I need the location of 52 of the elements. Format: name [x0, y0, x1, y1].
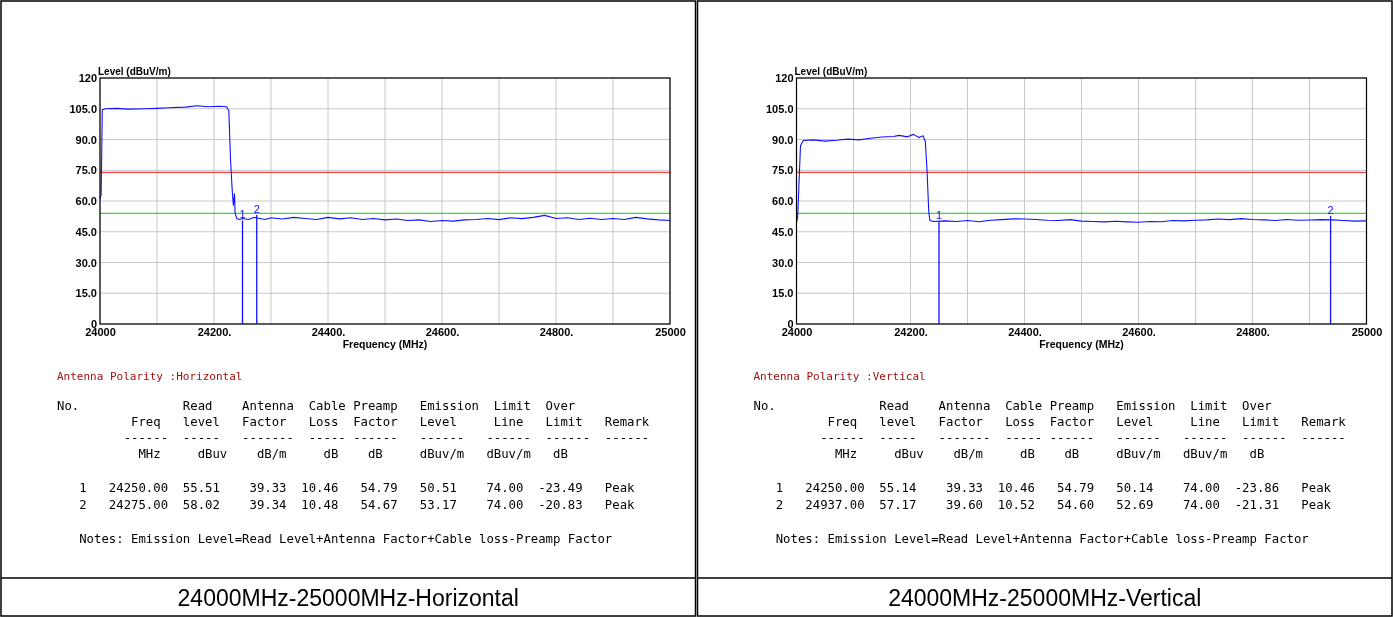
y-axis-title: Level (dBuV/m) — [98, 66, 171, 77]
text: No. Read Antenna Cable Preamp Emission Limit Over — [57, 399, 576, 413]
x-tick-label: 24800. — [539, 325, 574, 338]
y-tick-label: 90.0 — [75, 133, 97, 146]
x-tick-label: 24800. — [1236, 325, 1270, 338]
text: Antenna Polarity :Vertical — [753, 370, 926, 383]
annotation: 2 — [1327, 203, 1334, 216]
text: 1 24250.00 55.51 39.33 10.46 54.79 50.51 74.00 -23.49 Peak — [57, 481, 636, 495]
y-tick-label: 30.0 — [772, 256, 794, 269]
x-tick-label: 25000 — [1351, 325, 1383, 338]
y-tick-label: 45.0 — [75, 225, 97, 238]
y-tick-label: 105.0 — [765, 102, 794, 115]
x-tick-label: 24400. — [1008, 325, 1042, 338]
text: Notes: Emission Level=Read Level+Antenna Factor+Cable loss-Preamp Factor — [57, 532, 613, 546]
text: MHz dBuv dB/m dB dB dBuv/m dBuv/m dB — [57, 447, 568, 461]
y-axis-title: Level (dBuV/m) — [794, 66, 868, 77]
y-tick-label: 60.0 — [75, 195, 97, 208]
text: No. Read Antenna Cable Preamp Emission Limit Over — [753, 399, 1272, 413]
y-tick-label: 120 — [78, 72, 97, 85]
y-tick-label: 75.0 — [75, 164, 97, 177]
y-tick-label: 75.0 — [772, 164, 794, 177]
text: Antenna Polarity :Horizontal — [57, 370, 243, 383]
y-tick-label: 105.0 — [69, 102, 97, 115]
y-tick-label: 120 — [775, 72, 794, 85]
annotation: 2 — [253, 203, 260, 215]
x-axis-title: Frequency (MHz) — [1039, 338, 1124, 350]
text: ------ ----- ------- ----- ------ ------ ------ ------ ------ — [753, 431, 1346, 445]
y-tick-label: 30.0 — [75, 256, 97, 269]
text: 24000MHz-25000MHz-Horizontal — [177, 584, 519, 611]
x-tick-label: 24200. — [894, 325, 928, 338]
y-tick-label: 45.0 — [772, 225, 794, 238]
text: 24000MHz-25000MHz-Vertical — [888, 584, 1202, 611]
x-tick-label: 24200. — [197, 325, 232, 338]
x-tick-label: 25000 — [655, 325, 686, 338]
text: 2 24937.00 57.17 39.60 10.52 54.60 52.69 74.00 -21.31 Peak — [753, 498, 1332, 512]
text: Freq level Factor Loss Factor Level Line Limit Remark — [753, 415, 1347, 429]
x-tick-label: 24400. — [311, 325, 346, 338]
x-tick-label: 24600. — [425, 325, 460, 338]
text: Freq level Factor Loss Factor Level Line Limit Remark — [57, 415, 650, 429]
text: ------ ----- ------- ----- ------ ------ ------ ------ ------ — [57, 431, 650, 445]
text: 2 24275.00 58.02 39.34 10.48 54.67 53.17 74.00 -20.83 Peak — [57, 498, 636, 512]
text: MHz dBuv dB/m dB dB dBuv/m dBuv/m dB — [753, 447, 1265, 461]
x-tick-label: 24600. — [1122, 325, 1156, 338]
y-tick-label: 90.0 — [772, 133, 794, 146]
annotation: 1 — [239, 208, 246, 221]
annotation: 1 — [935, 209, 943, 222]
x-axis-title: Frequency (MHz) — [342, 338, 428, 350]
text: Notes: Emission Level=Read Level+Antenna Factor+Cable loss-Preamp Factor — [753, 532, 1309, 546]
text: 1 24250.00 55.14 39.33 10.46 54.79 50.14 74.00 -23.86 Peak — [753, 481, 1332, 495]
y-tick-label: 15.0 — [75, 287, 97, 300]
y-tick-label: 15.0 — [772, 287, 794, 300]
y-tick-label: 60.0 — [772, 195, 794, 208]
